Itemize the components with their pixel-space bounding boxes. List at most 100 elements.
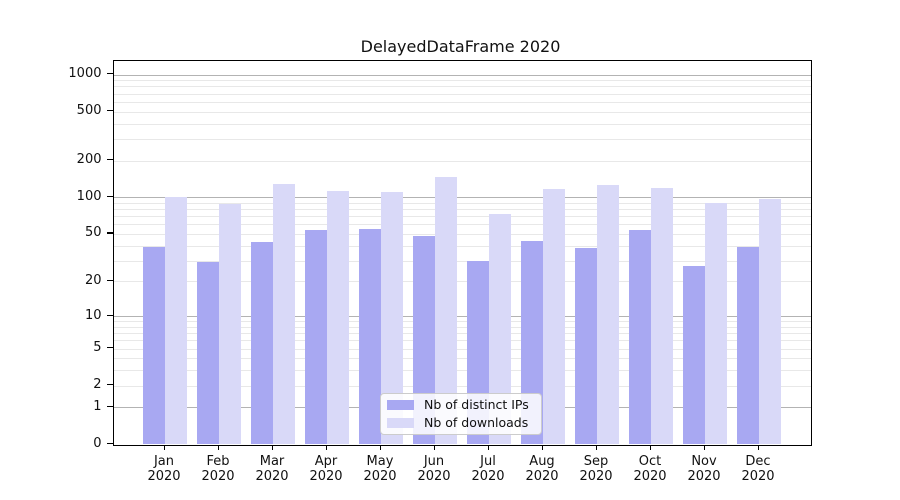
- y-axis-tick: [107, 232, 113, 234]
- gridline-minor: [113, 385, 811, 387]
- y-axis-tick: [107, 405, 113, 408]
- gridline-minor: [113, 138, 811, 140]
- gridline-minor: [113, 245, 811, 247]
- gridline-minor: [113, 281, 811, 283]
- chart-title: DelayedDataFrame 2020: [360, 37, 561, 56]
- gridline-minor: [113, 209, 811, 211]
- y-tick-label: 1000: [68, 66, 102, 82]
- bar-nb-of-distinct-ips-jan: [143, 246, 165, 445]
- legend-item-downloads: Nb of downloads: [387, 415, 535, 430]
- x-tick-label: Aug 2020: [525, 453, 559, 485]
- y-tick-label: 2: [93, 377, 102, 393]
- x-tick-label: Oct 2020: [633, 453, 667, 485]
- x-tick-label: Jul 2020: [471, 453, 505, 485]
- y-axis-tick: [107, 159, 113, 161]
- x-axis-tick: [271, 444, 273, 450]
- gridline-minor: [113, 86, 811, 88]
- gridline-minor: [113, 333, 811, 335]
- x-axis-tick: [757, 444, 759, 450]
- gridline-minor: [113, 93, 811, 95]
- x-axis-tick: [487, 444, 489, 450]
- gridline-minor: [113, 160, 811, 162]
- y-tick-label: 1: [93, 398, 102, 414]
- y-axis-tick: [107, 384, 113, 386]
- y-axis-tick: [107, 314, 113, 316]
- y-axis-tick: [107, 195, 113, 198]
- x-axis-tick: [541, 444, 543, 450]
- bar-nb-of-distinct-ips-mar: [251, 241, 273, 445]
- bar-nb-of-distinct-ips-sep: [575, 248, 597, 445]
- gridline-minor: [113, 326, 811, 328]
- bar-nb-of-downloads-nov: [705, 202, 727, 445]
- x-axis-tick: [595, 444, 597, 450]
- x-tick-label: Dec 2020: [741, 453, 775, 485]
- legend-swatch-downloads-icon: [387, 417, 414, 428]
- x-tick-label: Sep 2020: [579, 453, 613, 485]
- gridline-minor: [113, 340, 811, 342]
- bar-nb-of-downloads-apr: [327, 190, 349, 445]
- legend-item-distinct-ips: Nb of distinct IPs: [387, 397, 535, 412]
- gridline-minor: [113, 216, 811, 218]
- y-axis-tick: [107, 73, 113, 75]
- x-tick-label: Nov 2020: [687, 453, 721, 485]
- x-axis-tick: [325, 444, 327, 450]
- gridline-minor: [113, 123, 811, 125]
- bar-nb-of-downloads-may: [381, 192, 403, 445]
- bar-nb-of-distinct-ips-feb: [197, 262, 219, 445]
- gridline-minor: [113, 80, 811, 82]
- y-axis-tick: [107, 110, 113, 112]
- legend-label-downloads: Nb of downloads: [424, 415, 529, 430]
- y-tick-label: 100: [76, 188, 102, 204]
- bar-nb-of-downloads-jul: [489, 214, 511, 445]
- legend: Nb of distinct IPs Nb of downloads: [380, 392, 542, 435]
- gridline-minor: [113, 321, 811, 323]
- gridline-minor: [113, 358, 811, 360]
- y-tick-label: 200: [76, 152, 102, 167]
- gridline-minor: [113, 202, 811, 204]
- bar-nb-of-distinct-ips-apr: [305, 229, 327, 445]
- legend-label-distinct-ips: Nb of distinct IPs: [424, 397, 529, 412]
- bar-nb-of-distinct-ips-oct: [629, 229, 651, 445]
- gridline-minor: [113, 111, 811, 113]
- gridline-minor: [113, 348, 811, 350]
- gridline-minor: [113, 370, 811, 372]
- bar-nb-of-downloads-feb: [219, 203, 241, 445]
- x-axis-tick: [433, 444, 435, 450]
- gridline-major: [113, 197, 811, 199]
- bar-nb-of-downloads-jun: [435, 176, 457, 445]
- legend-swatch-distinct-ips-icon: [387, 399, 414, 410]
- x-axis-tick: [379, 444, 381, 450]
- bar-nb-of-downloads-sep: [597, 184, 619, 445]
- plot-area: [112, 59, 812, 446]
- bar-nb-of-distinct-ips-may: [359, 228, 381, 445]
- x-tick-label: Jan 2020: [147, 453, 181, 485]
- bar-nb-of-downloads-aug: [543, 189, 565, 445]
- bar-nb-of-downloads-oct: [651, 187, 673, 445]
- y-tick-label: 500: [76, 103, 102, 119]
- y-axis-tick: [107, 347, 113, 349]
- gridline-minor: [113, 101, 811, 103]
- x-tick-label: May 2020: [363, 453, 397, 485]
- x-tick-label: Feb 2020: [201, 453, 235, 485]
- gridline-major: [113, 316, 811, 318]
- y-tick-label: 20: [84, 272, 102, 288]
- x-tick-label: Mar 2020: [255, 453, 289, 485]
- x-tick-label: Jun 2020: [417, 453, 451, 485]
- y-axis-tick: [107, 443, 113, 445]
- bar-nb-of-distinct-ips-dec: [737, 246, 759, 445]
- x-tick-label: Apr 2020: [309, 453, 343, 485]
- y-tick-label: 50: [84, 225, 102, 241]
- bar-nb-of-downloads-mar: [273, 184, 295, 445]
- gridline-major: [113, 74, 811, 76]
- x-axis-tick: [703, 444, 705, 450]
- gridline-minor: [113, 260, 811, 262]
- x-axis-tick: [163, 444, 165, 450]
- bar-nb-of-downloads-jan: [165, 196, 187, 445]
- gridline-minor: [113, 233, 811, 235]
- y-tick-label: 5: [93, 340, 102, 356]
- bar-nb-of-downloads-dec: [759, 198, 781, 445]
- bar-nb-of-distinct-ips-nov: [683, 266, 705, 445]
- x-axis-tick: [649, 444, 651, 450]
- y-tick-label: 10: [84, 307, 102, 323]
